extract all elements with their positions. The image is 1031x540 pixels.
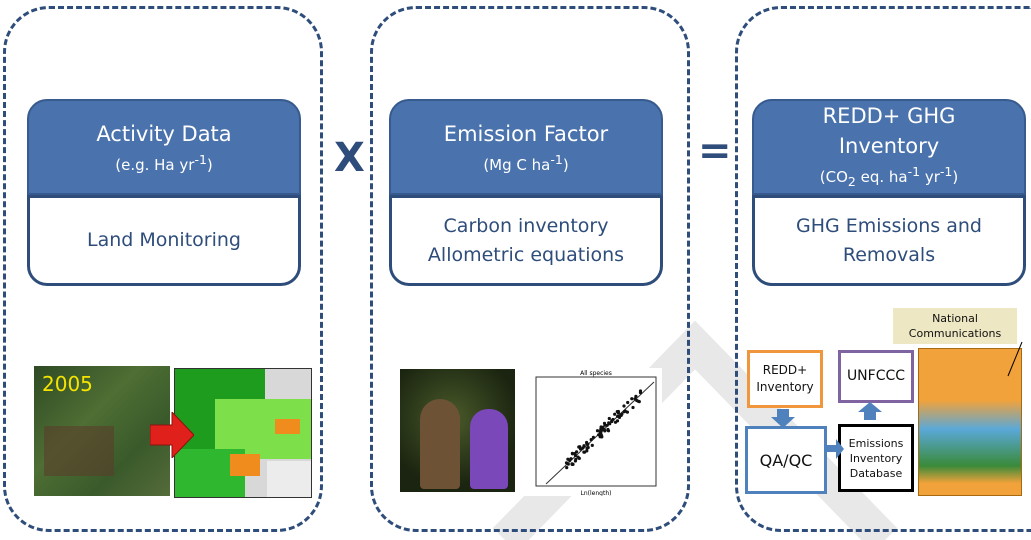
scatter-point [630,397,634,401]
multiply-operator: X [334,135,365,181]
arrow-icon [150,412,194,458]
scatter-point [634,394,638,398]
callout-line [1007,341,1023,377]
allometric-scatter-plot: All species Ln(length) [518,368,662,496]
map-year-label: 2005 [42,372,93,396]
flow-arrows [771,402,882,459]
field-photo [400,369,515,492]
scatter-point [622,410,626,414]
qaqc-box: QA/QC [745,426,827,494]
plot-title: All species [580,370,612,377]
scatter-point [613,412,617,416]
scatter-point [585,449,589,453]
scatter-point [585,446,589,450]
redd-title-line1: REDD+ GHG [822,104,956,128]
scatter-point [625,410,629,414]
plot-xlabel: Ln(length) [581,490,612,496]
scatter-point [582,450,586,454]
redd-body-line2: Removals [842,243,936,266]
emission-body-line2: Allometric equations [427,243,625,266]
report-cover-image [918,348,1022,496]
scatter-point [590,443,594,447]
classified-map-image [174,368,312,498]
emission-body-box: Carbon inventory Allometric equations [389,195,663,286]
scatter-point [616,411,620,415]
scatter-point [569,457,573,461]
unfccc-box: UNFCCC [838,350,914,403]
scatter-point [603,429,607,433]
scatter-point [576,455,580,459]
scatter-point [570,462,574,466]
national-communications-label: National Communications [893,308,1017,344]
redd-panel [735,6,1031,532]
redd-header: REDD+ GHG Inventory (CO2 eq. ha-1 yr-1) [752,99,1026,195]
scatter-point [566,457,570,461]
scatter-point [575,450,579,454]
activity-title: Activity Data [96,121,232,146]
redd-body-box: GHG Emissions and Removals [752,195,1026,286]
scatter-point [573,453,577,458]
scatter-point [633,397,637,401]
scatter-point [602,421,607,425]
redd-subtitle: (CO2 eq. ha-1 yr-1) [819,164,959,189]
scatter-point [578,447,583,451]
scatter-point [616,414,620,418]
activity-body: Land Monitoring [87,229,241,251]
scatter-point [606,429,611,433]
redd-inventory-box: REDD+ Inventory [747,350,823,408]
emission-body-line1: Carbon inventory [443,214,609,237]
scatter-point [598,429,602,433]
scatter-point [613,420,618,424]
land-map-image: 2005 [34,366,170,496]
activity-body-box: Land Monitoring [27,195,301,286]
activity-subtitle: (e.g. Ha yr-1) [115,151,213,174]
scatter-point [620,412,624,416]
scatter-point [570,452,575,456]
scatter-point [631,405,635,410]
scatter-point [589,438,593,442]
redd-body-line1: GHG Emissions and [796,214,982,237]
redd-title-line2: Inventory [838,134,940,158]
scatter-point [600,435,604,439]
scatter-point [607,416,611,421]
emission-header: Emission Factor (Mg C ha-1) [389,99,663,195]
activity-panel [3,6,323,532]
scatter-point [599,425,603,429]
scatter-point [607,421,611,425]
scatter-point [605,423,609,427]
emission-title: Emission Factor [443,121,609,146]
scatter-point [622,404,626,408]
scatter-point [565,466,569,470]
scatter-point [585,442,589,446]
emission-subtitle: (Mg C ha-1) [483,151,569,174]
map-dark-patch [44,426,114,476]
scatter-point [566,462,570,466]
scatter-point [610,419,614,424]
scatter-point [591,435,595,439]
database-box: Emissions Inventory Database [838,424,914,492]
scatter-point [626,400,630,405]
emission-panel [370,6,690,532]
scatter-point [595,429,600,433]
equals-operator: = [698,128,732,174]
activity-header: Activity Data (e.g. Ha yr-1) [27,99,301,195]
scatter-point [638,391,643,395]
scatter-point [573,459,577,463]
scatter-point [582,444,586,448]
